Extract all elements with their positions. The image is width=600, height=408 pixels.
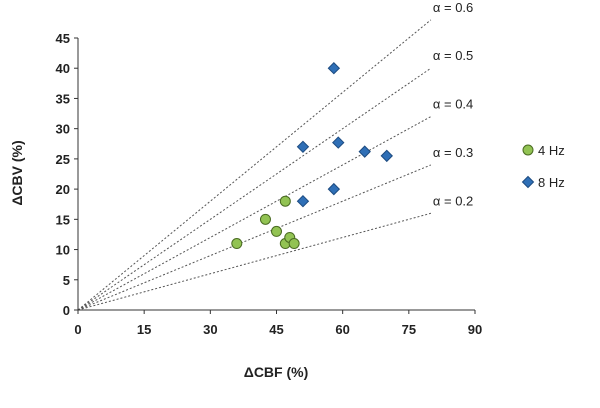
legend-label: 8 Hz: [538, 175, 565, 190]
reference-line-label: α = 0.4: [433, 97, 473, 112]
x-tick-label: 60: [335, 322, 349, 337]
x-tick-label: 15: [137, 322, 151, 337]
x-axis-title: ΔCBF (%): [244, 364, 309, 380]
legend-label: 4 Hz: [538, 143, 565, 158]
data-point-4hz: [259, 213, 271, 225]
reference-line: [77, 212, 432, 311]
y-tick-label: 25: [56, 152, 70, 167]
y-tick-labels: 0 5 10 15 20 25 30 35 40 45: [56, 31, 78, 318]
legend-marker: [521, 175, 535, 189]
reference-line: [77, 164, 432, 311]
data-point-8hz: [296, 140, 310, 154]
reference-line-label: α = 0.5: [433, 48, 473, 63]
y-tick-label: 45: [56, 31, 70, 46]
x-tick-labels: 0 15 30 45 60 75 90: [74, 310, 482, 337]
x-tick-label: 0: [74, 322, 81, 337]
x-tick-label: 90: [468, 322, 482, 337]
reference-line-label: α = 0.6: [433, 0, 473, 15]
data-point-8hz: [358, 145, 371, 158]
data-point-8hz: [327, 62, 341, 75]
y-tick-label: 20: [56, 182, 70, 197]
data-point-4hz: [271, 225, 282, 237]
x-tick-label: 75: [402, 322, 416, 337]
y-tick-label: 40: [56, 61, 70, 76]
reference-line-label: α = 0.3: [433, 145, 473, 160]
data-point-4hz: [279, 195, 291, 207]
reference-lines: α = 0.6 α = 0.5 α = 0.4 α = 0.3 α = 0.2: [77, 0, 473, 311]
data-point-4hz: [288, 238, 300, 250]
data-point-8hz: [296, 194, 310, 208]
data-point-4hz: [231, 238, 243, 250]
data-point-8hz: [380, 149, 393, 163]
x-tick-label: 45: [269, 322, 283, 337]
reference-line: [77, 116, 432, 311]
y-tick-label: 30: [56, 122, 70, 137]
y-tick-label: 15: [56, 212, 70, 227]
reference-line: [77, 19, 432, 311]
y-tick-label: 5: [63, 273, 70, 288]
x-tick-label: 30: [203, 322, 217, 337]
reference-line: [77, 67, 432, 311]
y-tick-label: 10: [56, 243, 70, 258]
legend: 4 Hz 8 Hz: [521, 143, 565, 190]
data-points: [231, 62, 393, 250]
y-tick-label: 35: [56, 91, 70, 106]
data-point-8hz: [332, 136, 345, 149]
legend-marker: [522, 144, 534, 156]
y-axis-title: ΔCBV (%): [9, 140, 25, 205]
y-tick-label: 0: [63, 303, 70, 318]
reference-line-label: α = 0.2: [433, 193, 473, 208]
data-point-8hz: [327, 182, 341, 196]
